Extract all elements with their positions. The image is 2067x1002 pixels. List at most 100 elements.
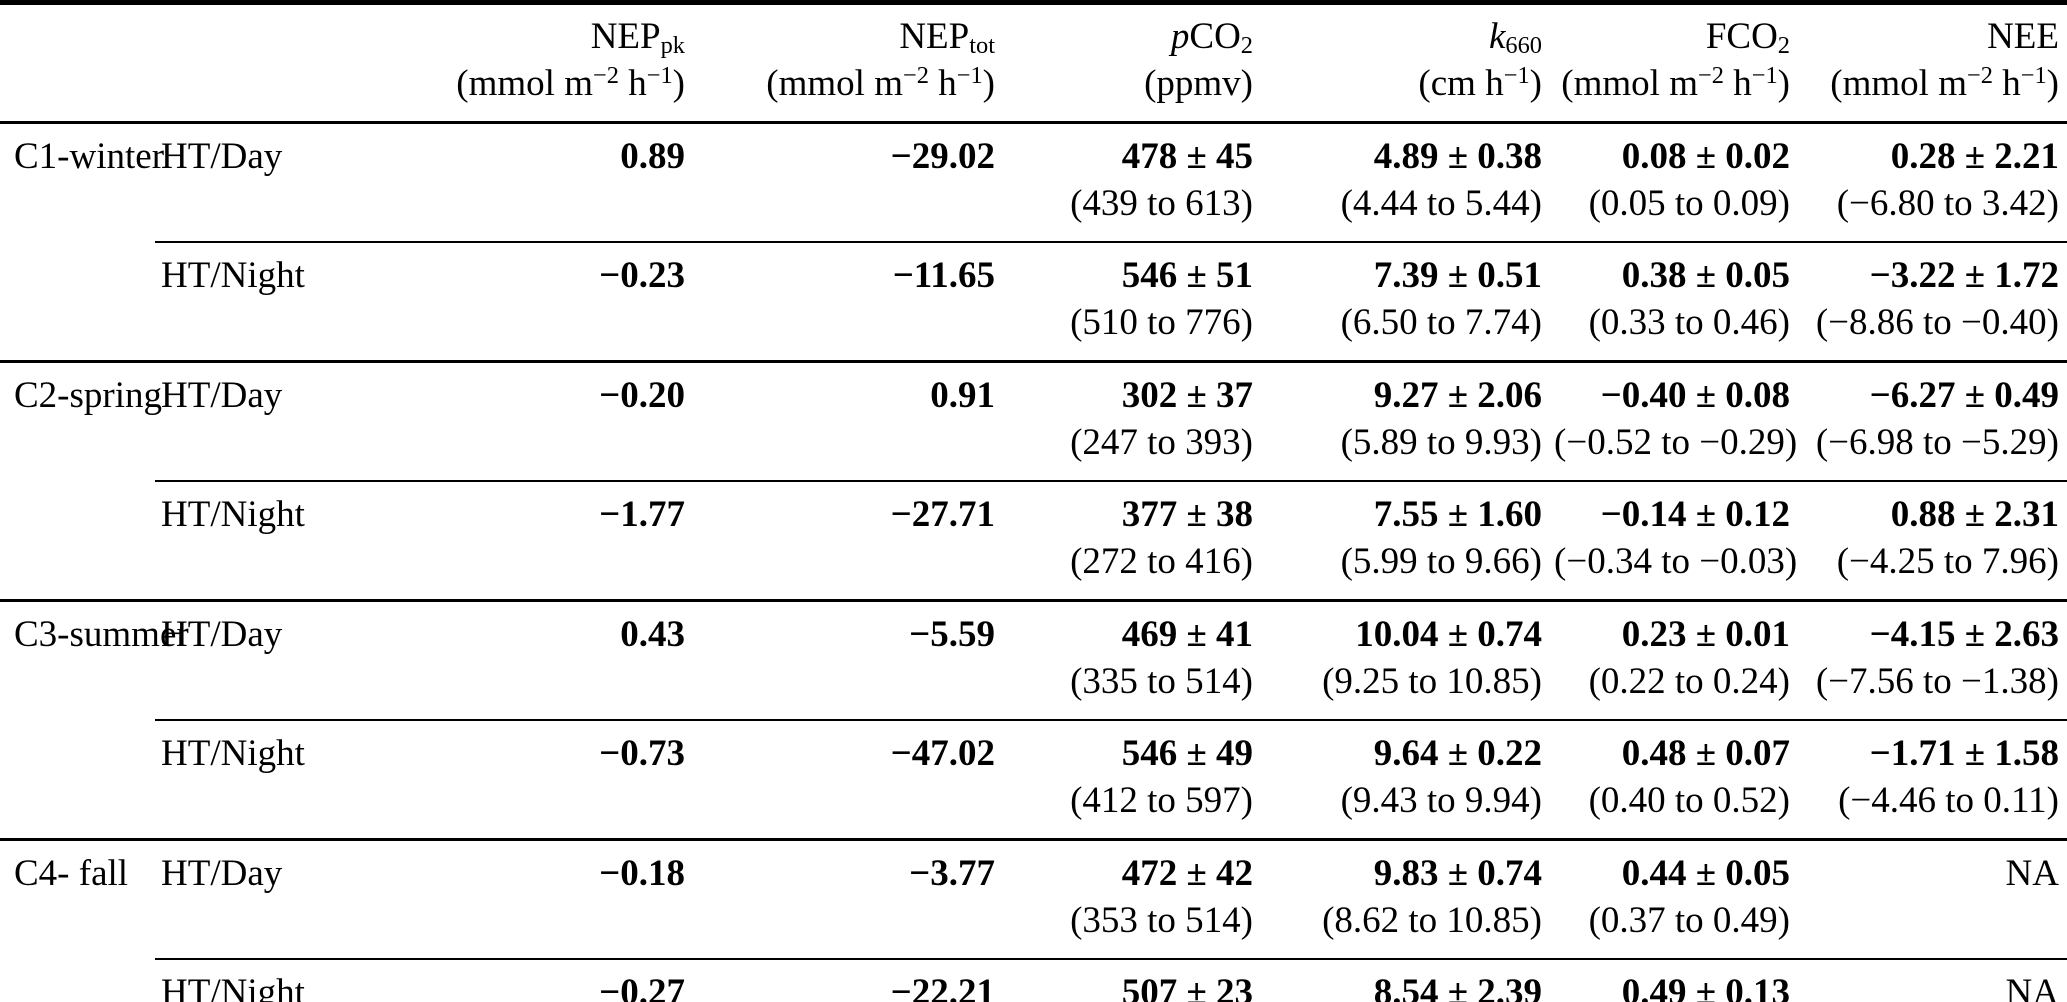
value-range: (0.05 to 0.09) <box>1588 183 1790 224</box>
unit-text: h <box>1992 63 2021 104</box>
value-range: (5.99 to 9.66) <box>1340 541 1542 582</box>
value-range: (−4.46 to 0.11) <box>1838 780 2059 821</box>
value-main: −0.73 <box>599 733 685 774</box>
header-name: k660 <box>1265 13 1542 60</box>
header-unit: (mmol m−2 h−1) <box>1802 60 2059 107</box>
cell-nep_tot: −3.77 <box>693 839 1003 960</box>
cell-fco2: 0.08 ± 0.02 (0.05 to 0.09) <box>1550 122 1798 243</box>
value-range: (9.25 to 10.85) <box>1322 661 1542 702</box>
value-main: 0.08 ± 0.02 <box>1621 136 1790 177</box>
cell-pco2: 302 ± 37 (247 to 393) <box>1003 361 1261 482</box>
value-range: (247 to 393) <box>1070 422 1253 463</box>
cell-fco2: 0.44 ± 0.05 (0.37 to 0.49) <box>1550 839 1798 960</box>
unit-text: (mmol m <box>456 63 593 104</box>
value-main: 469 ± 41 <box>1121 614 1253 655</box>
header-symbol-italic: p <box>1170 16 1190 57</box>
col-header-time <box>155 2 362 124</box>
col-header-season <box>0 2 155 124</box>
header-name: NEPpk <box>366 13 685 60</box>
value-range: (6.50 to 7.74) <box>1340 302 1542 343</box>
table-row: C2-spring HT/Day −0.20 0.91 302 ± 37 (247 to … <box>0 361 2067 602</box>
cell-fco2: −0.40 ± 0.08 (−0.52 to −0.29) <box>1550 361 1798 482</box>
time-cell: HT/Night <box>155 481 362 602</box>
value-main: 4.89 ± 0.38 <box>1373 136 1542 177</box>
value-main: 0.49 ± 0.13 <box>1621 972 1790 1002</box>
value-main: 9.64 ± 0.22 <box>1373 733 1542 774</box>
value-main: 0.88 ± 2.31 <box>1890 494 2059 535</box>
value-range: (272 to 416) <box>1070 541 1253 582</box>
header-base: FCO <box>1705 16 1778 57</box>
value-main: 546 ± 49 <box>1121 733 1253 774</box>
value-main: 0.48 ± 0.07 <box>1621 733 1790 774</box>
cell-fco2: −0.14 ± 0.12 (−0.34 to −0.03) <box>1550 481 1798 602</box>
value-main: 0.91 <box>930 375 995 416</box>
cell-nee: 0.28 ± 2.21 (−6.80 to 3.42) <box>1798 122 2067 243</box>
value-range: (412 to 597) <box>1070 780 1253 821</box>
value-main: 9.83 ± 0.74 <box>1373 853 1542 894</box>
unit-text: (ppmv) <box>1144 63 1253 104</box>
value-main: 478 ± 45 <box>1121 136 1253 177</box>
unit-exponent: −1 <box>956 62 983 90</box>
value-main: 0.44 ± 0.05 <box>1621 853 1790 894</box>
col-header-pco2: pCO2 (ppmv) <box>1003 2 1261 124</box>
value-main: 377 ± 38 <box>1121 494 1253 535</box>
unit-exponent: −1 <box>2020 62 2047 90</box>
value-range: (8.62 to 10.85) <box>1322 900 1542 941</box>
cell-k660: 4.89 ± 0.38 (4.44 to 5.44) <box>1261 122 1550 243</box>
cell-nep_tot: −11.65 <box>693 242 1003 363</box>
cell-fco2: 0.23 ± 0.01 (0.22 to 0.24) <box>1550 600 1798 721</box>
unit-exponent: −1 <box>1751 62 1778 90</box>
table-row: C1-winter HT/Day 0.89 −29.02 478 ± 45 (439 to… <box>0 122 2067 363</box>
cell-nep_pk: −0.20 <box>362 361 693 482</box>
col-header-fco2: FCO2 (mmol m−2 h−1) <box>1550 2 1798 124</box>
unit-text: h <box>1723 63 1752 104</box>
value-main: −0.14 ± 0.12 <box>1600 494 1790 535</box>
header-row: NEPpk (mmol m−2 h−1) NEPtot (mmol m−2 h−1) p… <box>0 2 2067 124</box>
value-main: −4.15 ± 2.63 <box>1869 614 2059 655</box>
value-main: −0.40 ± 0.08 <box>1600 375 1790 416</box>
value-range: (0.40 to 0.52) <box>1588 780 1790 821</box>
value-main: 0.89 <box>620 136 685 177</box>
value-main: 0.43 <box>620 614 685 655</box>
season-cell: C4- fall <box>14 853 129 894</box>
value-main: NA <box>2005 972 2059 1002</box>
col-header-k660: k660 (cm h−1) <box>1261 2 1550 124</box>
cell-pco2: 377 ± 38 (272 to 416) <box>1003 481 1261 602</box>
value-range: (−6.80 to 3.42) <box>1836 183 2059 224</box>
cell-nep_pk: 0.89 <box>362 122 693 243</box>
cell-nep_tot: −47.02 <box>693 720 1003 841</box>
value-main: 472 ± 42 <box>1121 853 1253 894</box>
value-main: 0.28 ± 2.21 <box>1890 136 2059 177</box>
value-range: (335 to 514) <box>1070 661 1253 702</box>
table-row: C4- fall HT/Day −0.18 −3.77 472 ± 42 (353 to … <box>0 839 2067 960</box>
value-main: 507 ± 23 <box>1121 972 1253 1002</box>
cell-nep_tot: 0.91 <box>693 361 1003 482</box>
value-main: −11.65 <box>892 255 995 296</box>
table-row: HT/Night −1.77 −27.71 377 ± 38 (272 to 416) 7… <box>0 481 2067 602</box>
header-subscript: tot <box>969 32 995 60</box>
value-range: (439 to 613) <box>1070 183 1253 224</box>
cell-fco2: 0.38 ± 0.05 (0.33 to 0.46) <box>1550 242 1798 363</box>
value-main: −3.22 ± 1.72 <box>1869 255 2059 296</box>
value-range: (510 to 776) <box>1070 302 1253 343</box>
unit-text: h <box>618 63 647 104</box>
cell-pco2: 478 ± 45 (439 to 613) <box>1003 122 1261 243</box>
unit-exponent: −2 <box>592 62 619 90</box>
cell-nep_pk: −1.77 <box>362 481 693 602</box>
value-main: −0.23 <box>599 255 685 296</box>
table-body: C1-winter HT/Day 0.89 −29.02 478 ± 45 (439 to… <box>0 122 2067 1002</box>
header-unit: (mmol m−2 h−1) <box>366 60 685 107</box>
cell-nep_pk: −0.73 <box>362 720 693 841</box>
col-header-nee: NEE (mmol m−2 h−1) <box>1798 2 2067 124</box>
value-main: 7.39 ± 0.51 <box>1373 255 1542 296</box>
header-subscript: 2 <box>1777 32 1790 60</box>
season-cell: C1-winter <box>0 122 164 363</box>
cell-nee: 0.88 ± 2.31 (−4.25 to 7.96) <box>1798 481 2067 602</box>
table-row: HT/Night −0.73 −47.02 546 ± 49 (412 to 597) 9… <box>0 720 2067 841</box>
cell-pco2: 469 ± 41 (335 to 514) <box>1003 600 1261 721</box>
unit-text: ) <box>1529 63 1542 104</box>
season-cell: C2-spring <box>0 361 162 602</box>
value-main: −27.71 <box>890 494 995 535</box>
